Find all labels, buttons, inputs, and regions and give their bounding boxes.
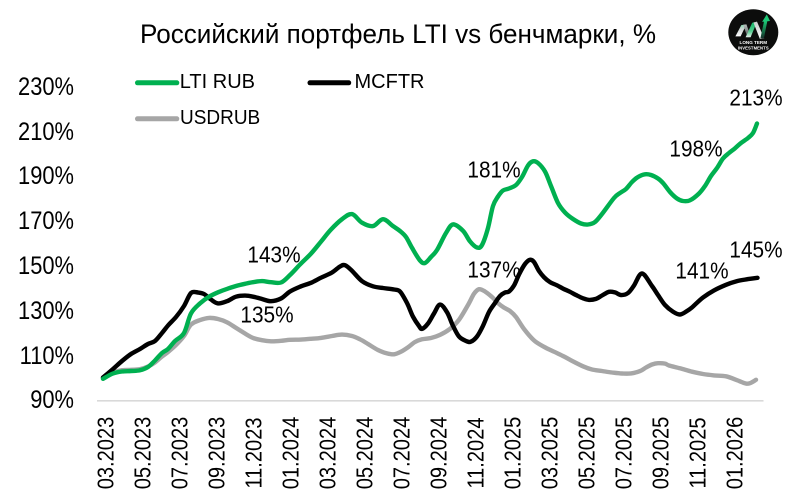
svg-text:INVESTMENTS: INVESTMENTS bbox=[738, 46, 769, 51]
svg-text:LONG TERM: LONG TERM bbox=[740, 40, 768, 45]
